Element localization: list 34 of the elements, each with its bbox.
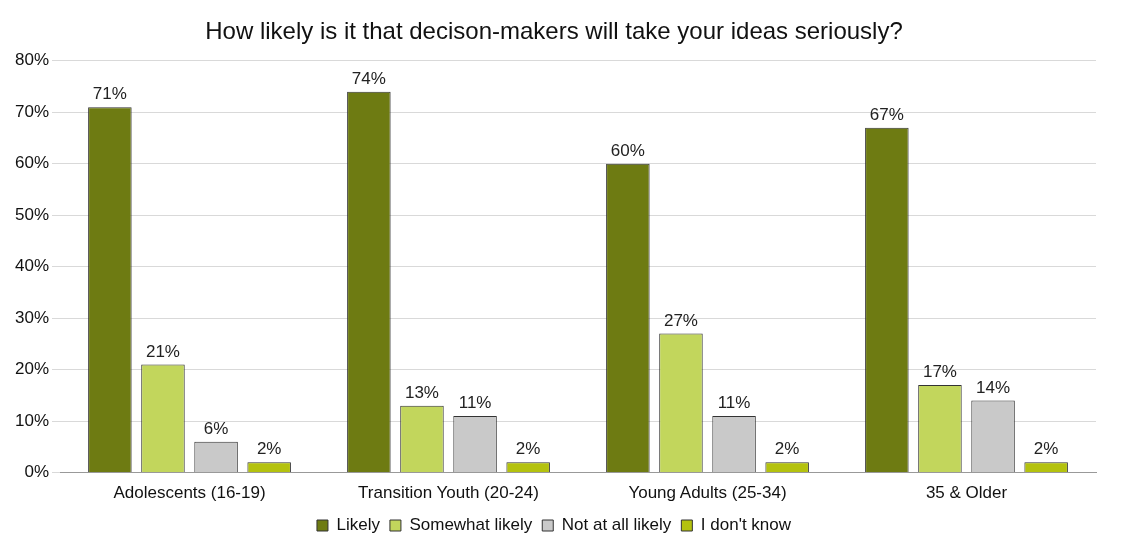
- y-tick-label: 50%: [14, 204, 50, 224]
- x-tick-label: Adolescents (16-19): [113, 483, 266, 503]
- y-tick-label: 80%: [14, 50, 50, 70]
- legend-label: I don't know: [700, 515, 792, 535]
- x-tick-label: Transition Youth (20-24): [358, 483, 539, 503]
- data-label: 2%: [256, 439, 282, 459]
- x-tick-label: 35 & Older: [925, 483, 1008, 503]
- data-label: 67%: [869, 104, 904, 124]
- y-tick-label: 60%: [14, 153, 50, 173]
- data-label: 2%: [1033, 439, 1059, 459]
- data-label: 11%: [458, 393, 492, 413]
- y-tick-label: 0%: [24, 462, 50, 482]
- legend-label: Not at all likely: [561, 515, 672, 535]
- data-label: 60%: [610, 140, 645, 160]
- data-label: 17%: [922, 362, 957, 382]
- data-label: 13%: [404, 382, 439, 402]
- y-tick-label: 10%: [14, 410, 50, 430]
- y-tick-label: 40%: [14, 256, 50, 276]
- data-label: 21%: [145, 341, 180, 361]
- x-tick-label: Young Adults (25-34): [628, 483, 787, 503]
- data-label: 71%: [92, 84, 127, 104]
- legend-label: Likely: [336, 515, 381, 535]
- data-label: 11%: [717, 393, 751, 413]
- data-label: 6%: [203, 418, 229, 438]
- legend-label: Somewhat likely: [409, 515, 533, 535]
- y-tick-label: 20%: [14, 359, 50, 379]
- data-label: 27%: [663, 310, 698, 330]
- data-label: 14%: [976, 377, 1011, 397]
- data-label: 2%: [774, 439, 800, 459]
- chart-title: How likely is it that decison-makers will take your ideas seriously?: [205, 17, 903, 45]
- data-label: 2%: [515, 439, 541, 459]
- data-label: 74%: [351, 68, 386, 88]
- y-tick-label: 70%: [14, 101, 50, 121]
- y-tick-label: 30%: [14, 307, 50, 327]
